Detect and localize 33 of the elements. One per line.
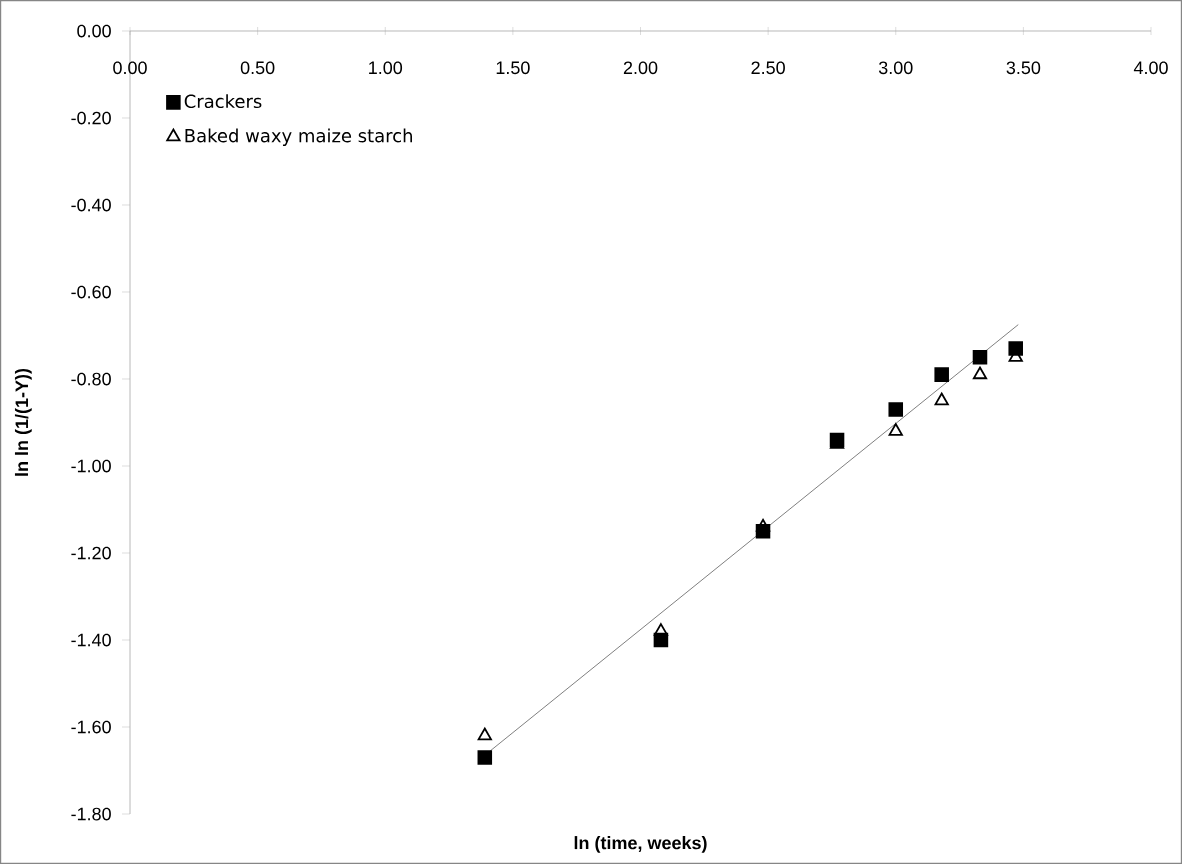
y-tick-label: -0.80 [71, 372, 111, 386]
x-tick-label: 1.50 [496, 61, 530, 75]
point [972, 366, 988, 380]
y-tick-label: -0.40 [71, 198, 111, 212]
y-tick-label: -1.40 [71, 633, 111, 647]
y-tick-label: -0.60 [71, 285, 111, 299]
y-tick-label: -1.20 [71, 546, 111, 560]
x-tick-label: 1.00 [369, 61, 403, 75]
point [934, 392, 949, 406]
point [972, 349, 988, 365]
x-tick-label: 2.50 [751, 61, 785, 75]
point [888, 402, 904, 417]
point [934, 367, 949, 382]
y-axis-title: ln ln (1/(1-Y)) [14, 368, 32, 476]
legend-label: Crackers [184, 94, 262, 109]
y-tick-label: -1.80 [71, 807, 111, 821]
x-tick-label: 3.00 [878, 61, 913, 75]
point [888, 423, 903, 436]
legend-label: Baked waxy maize starch [185, 128, 412, 146]
point [477, 727, 492, 741]
y-tick-label: -1.00 [71, 459, 111, 473]
x-tick-label: 2.00 [623, 61, 658, 75]
x-tick-label: 0.00 [113, 61, 147, 75]
point [477, 750, 493, 765]
point [653, 623, 669, 636]
x-tick-label: 0.50 [240, 61, 275, 75]
y-tick-label: 0.00 [77, 24, 111, 38]
y-tick-label: -0.20 [71, 111, 111, 125]
x-tick-label: 4.00 [1133, 61, 1168, 75]
y-tick-label: -1.60 [71, 720, 111, 734]
point [755, 518, 771, 532]
x-axis-title: ln (time, weeks) [574, 836, 707, 853]
x-tick-label: 3.50 [1006, 61, 1041, 75]
